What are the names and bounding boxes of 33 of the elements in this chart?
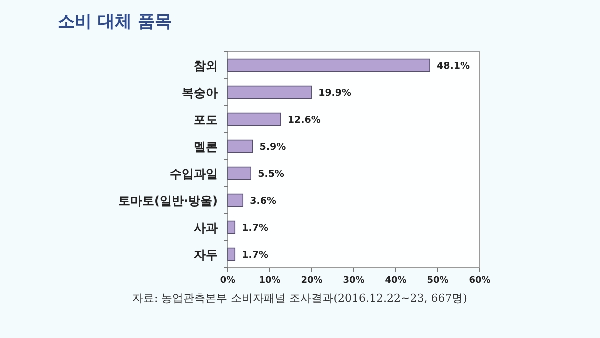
data-label: 5.5% [258,169,285,180]
data-label: 1.7% [242,223,269,234]
y-tick-label: 포도 [194,113,218,127]
x-tick-label: 60% [469,276,491,286]
bar [228,112,282,126]
x-tick-label: 40% [385,276,407,286]
bar [228,140,254,154]
text: 자료: 농업관측본부 소비자패널 조사결과(2016.12.22~23, 667명) [132,292,468,305]
y-tick-label: 멜론 [194,140,218,154]
data-label: 5.9% [260,142,287,153]
y-tick-label: 수입과일 [170,167,218,181]
x-tick-label: 30% [343,276,365,286]
x-tick-label: 50% [427,276,449,286]
bar [228,166,252,180]
x-tick-label: 10% [259,276,281,286]
bar [228,248,236,262]
y-tick-label: 토마토(일반·방울) [118,194,218,208]
y-tick-label: 사과 [194,221,218,235]
data-label: 12.6% [288,115,322,126]
bar [228,58,430,72]
data-label: 1.7% [242,250,269,261]
data-label: 19.9% [318,88,352,99]
y-tick-label: 자두 [194,248,218,262]
x-tick-label: 0% [220,276,236,286]
y-tick-label: 복숭아 [182,86,218,100]
data-label: 3.6% [250,196,277,207]
bar [228,220,236,234]
bar [228,194,244,208]
chart-title: 소비 대체 품목 [58,12,172,32]
bar [228,86,312,100]
data-label: 48.1% [437,61,470,72]
y-tick-label: 참외 [194,59,218,73]
x-tick-label: 20% [301,276,323,286]
